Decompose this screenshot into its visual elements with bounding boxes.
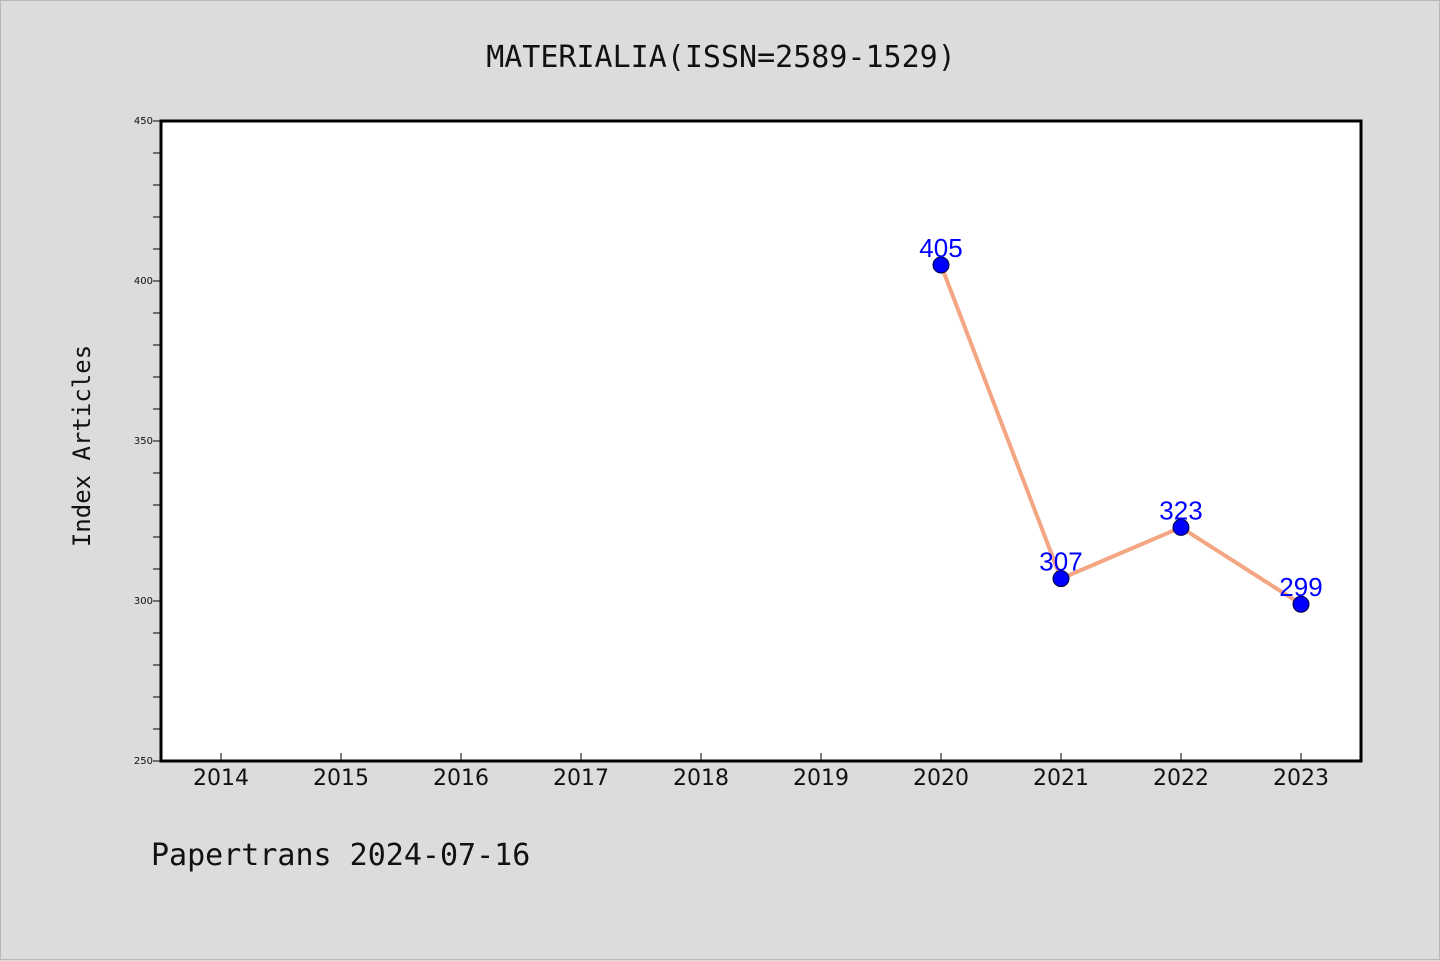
data-point xyxy=(1172,518,1190,536)
data-point xyxy=(1052,570,1070,588)
series-layer: 405 307 323 299 xyxy=(919,233,1323,613)
data-point xyxy=(932,256,950,274)
x-tick-label: 2015 xyxy=(313,766,369,791)
y-tick-label: 450 xyxy=(134,116,153,127)
x-tick-label: 2018 xyxy=(673,766,729,791)
x-tick-label: 2014 xyxy=(193,766,249,791)
y-axis-label: Index Articles xyxy=(68,345,96,547)
y-tick-label: 250 xyxy=(134,756,153,767)
series-line xyxy=(939,264,1303,606)
chart-title: MATERIALIA(ISSN=2589-1529) xyxy=(486,40,956,75)
x-tick-label: 2020 xyxy=(913,766,969,791)
y-tick-label: 350 xyxy=(134,436,153,447)
x-tick-label: 2019 xyxy=(793,766,849,791)
footer-text: Papertrans 2024-07-16 xyxy=(151,838,530,873)
x-axis-ticks: 2014 2015 2016 2017 2018 2019 2020 2021 2022 2023 xyxy=(193,753,1329,791)
plot-area xyxy=(159,119,1363,763)
y-axis-ticks: 250 300 350 400 450 xyxy=(134,116,161,767)
x-tick-label: 2021 xyxy=(1033,766,1089,791)
y-tick-label: 300 xyxy=(134,596,153,607)
x-tick-label: 2023 xyxy=(1273,766,1329,791)
y-tick-label: 400 xyxy=(134,276,153,287)
data-label: 323 xyxy=(1159,495,1202,525)
x-tick-label: 2017 xyxy=(553,766,609,791)
data-label: 299 xyxy=(1279,572,1322,602)
data-label: 307 xyxy=(1039,547,1082,577)
data-point xyxy=(1292,595,1310,613)
x-tick-label: 2022 xyxy=(1153,766,1209,791)
x-tick-label: 2016 xyxy=(433,766,489,791)
data-label: 405 xyxy=(919,233,962,263)
